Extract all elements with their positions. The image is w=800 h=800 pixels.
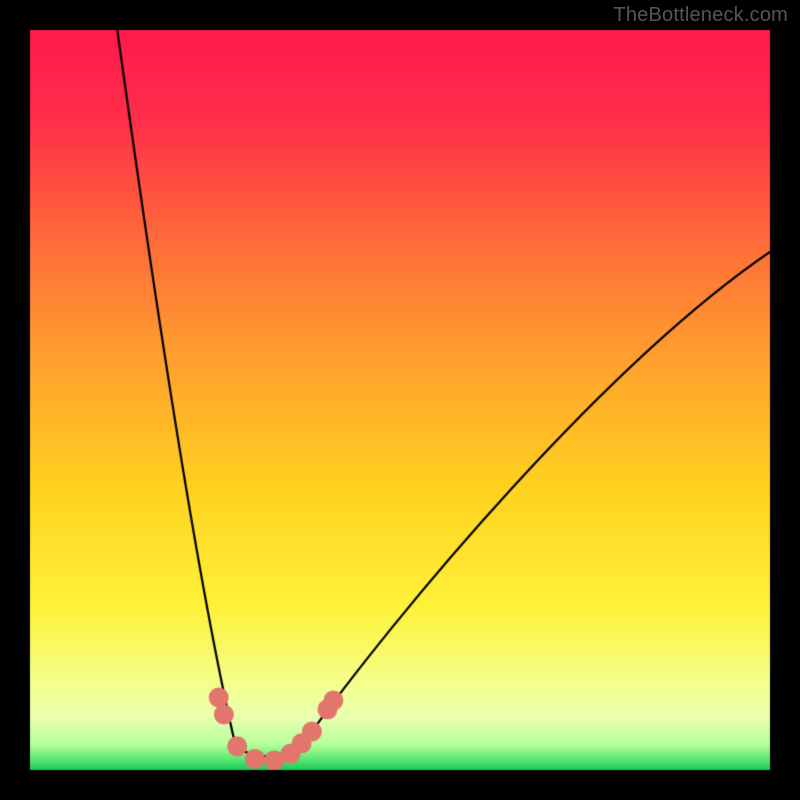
chart-stage: TheBottleneck.com	[0, 0, 800, 800]
watermark-text: TheBottleneck.com	[613, 4, 788, 27]
bottleneck-curve-chart	[0, 0, 800, 800]
